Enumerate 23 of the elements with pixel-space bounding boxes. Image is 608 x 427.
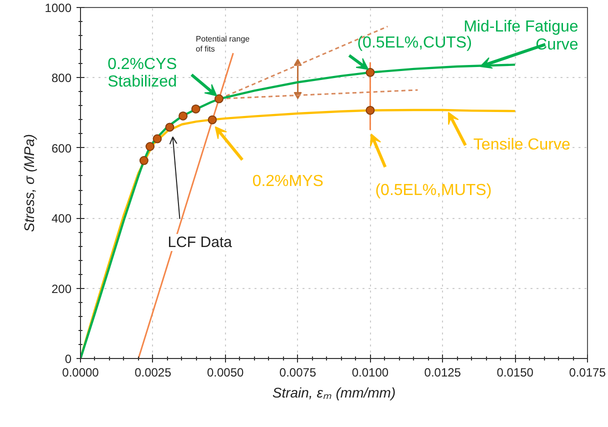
x-tick-label: 0.0000	[62, 366, 100, 380]
annotation: 0.2%MYS	[252, 172, 324, 190]
y-tick-label: 0	[64, 352, 72, 366]
x-tick-label: 0.0075	[279, 366, 316, 380]
x-tick-label: 0.0175	[569, 366, 606, 380]
x-tick-label: 0.0125	[424, 366, 462, 380]
annotation: (0.5EL%,CUTS)	[357, 34, 472, 52]
y-tick-label: 1000	[44, 1, 72, 15]
y-axis-title: Stress, σ (MPa)	[20, 134, 37, 232]
annotation: LCF Data	[168, 234, 233, 251]
annotation: Potential range of fits	[196, 34, 250, 54]
y-tick-label: 800	[51, 71, 72, 86]
x-tick-label: 0.0150	[496, 366, 534, 380]
y-tick-label: 600	[51, 141, 72, 156]
annotation: (0.5EL%,MUTS)	[375, 182, 492, 199]
annotation: Tensile Curve	[473, 136, 570, 154]
y-tick-label: 200	[51, 282, 72, 296]
x-tick-label: 0.0100	[352, 366, 389, 380]
x-axis-title: Strain, εₘ (mm/mm)	[272, 384, 396, 400]
annotation: 0.2%CYS Stabilized	[108, 56, 177, 91]
y-tick-label: 400	[51, 212, 72, 226]
x-tick-label: 0.0025	[134, 366, 172, 380]
x-tick-label: 0.0050	[207, 366, 244, 380]
